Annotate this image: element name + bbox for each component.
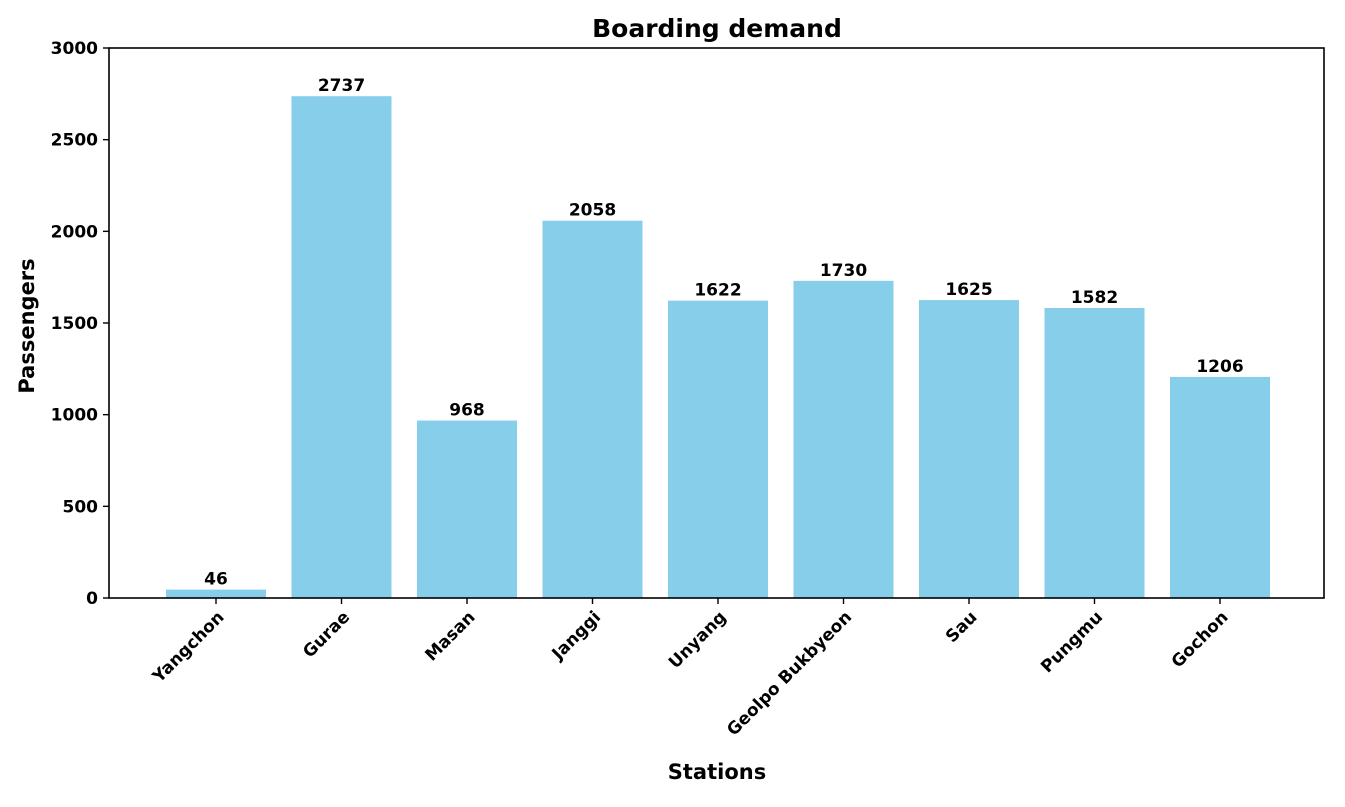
x-tick-label: Pungmu	[1037, 607, 1107, 677]
bar-value-label: 1582	[1071, 288, 1118, 308]
bar-value-label: 1206	[1196, 357, 1243, 377]
data-labels: 46 2737 968 2058 1622 1730 1625 1582 1206	[204, 76, 1244, 589]
x-axis-label: Stations	[668, 760, 766, 784]
chart-title: Boarding demand	[592, 14, 842, 43]
bar	[291, 96, 392, 598]
bar	[1044, 307, 1145, 598]
bar-value-label: 46	[204, 570, 228, 590]
x-tick-label: Masan	[421, 607, 479, 665]
bar-value-label: 1622	[694, 281, 741, 301]
bar	[1170, 376, 1270, 598]
bar	[542, 220, 643, 598]
bar	[919, 300, 1019, 598]
y-tick-label: 3000	[51, 39, 98, 59]
x-tick-label: Janggi	[548, 607, 605, 664]
x-tick-label: Gurae	[299, 607, 354, 662]
y-axis-ticks: 0 500 1000 1500 2000 2500 3000	[51, 39, 109, 609]
bar	[417, 420, 517, 598]
bar	[166, 589, 266, 598]
y-axis-label: Passengers	[15, 258, 39, 393]
x-tick-label: Geolpo Bukbyeon	[723, 607, 856, 740]
bar	[668, 300, 768, 598]
y-tick-label: 1000	[51, 406, 98, 426]
y-tick-label: 1500	[51, 314, 98, 334]
y-tick-label: 2500	[51, 131, 98, 151]
x-tick-label: Gochon	[1168, 607, 1233, 672]
bar-value-label: 2737	[318, 76, 365, 96]
x-tick-label: Unyang	[665, 607, 731, 673]
bar-value-label: 1625	[945, 280, 992, 300]
plot-frame	[108, 47, 1325, 599]
x-tick-label: Yangchon	[148, 607, 228, 687]
y-tick-label: 0	[86, 589, 98, 609]
bar	[793, 280, 894, 598]
y-tick-label: 2000	[51, 222, 98, 242]
y-tick-label: 500	[63, 497, 99, 517]
x-tick-label: Sau	[942, 607, 981, 646]
bar-value-label: 968	[449, 401, 485, 421]
bar-value-label: 2058	[569, 201, 616, 221]
bars	[166, 96, 1270, 598]
bar-value-label: 1730	[820, 261, 867, 281]
